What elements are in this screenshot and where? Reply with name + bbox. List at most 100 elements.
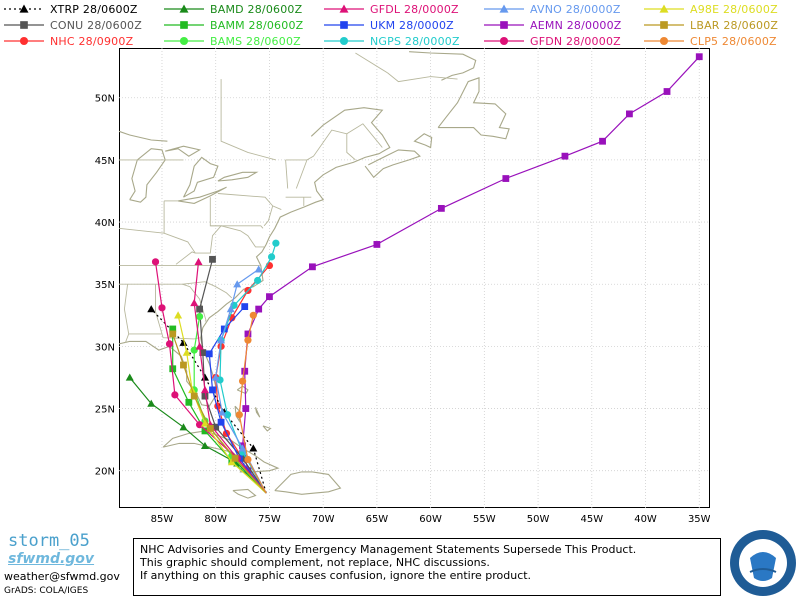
legend-item-conu: CONU 28/0600Z	[2, 18, 142, 32]
legend-item-clp5: CLP5 28/0600Z	[642, 34, 777, 48]
legend-swatch-icon	[164, 21, 204, 29]
legend-marker-icon	[19, 36, 29, 46]
track-point	[199, 349, 207, 356]
state-border	[355, 52, 388, 74]
legend-marker-icon	[20, 21, 28, 29]
legend-label: NHC 28/0900Z	[50, 34, 134, 48]
legend-swatch-icon	[4, 4, 44, 13]
track-point	[200, 419, 209, 427]
legend-marker-icon	[19, 4, 29, 13]
lon-tick-label: 65W	[366, 514, 389, 524]
legend-item-bams: BAMS 28/0600Z	[162, 34, 301, 48]
legend-item-avno: AVNO 28/0000Z	[482, 2, 621, 16]
coastline	[165, 145, 202, 157]
track-point	[238, 377, 247, 385]
state-border	[220, 128, 277, 161]
track-point	[179, 423, 188, 431]
legend-marker-icon	[339, 36, 349, 46]
coastline	[217, 171, 259, 182]
track-line	[193, 316, 267, 494]
track-aemn	[239, 53, 703, 494]
legend-label: GFDL 28/0000Z	[370, 2, 459, 16]
track-point	[502, 175, 510, 182]
state-border	[346, 123, 383, 148]
legend-item-bamm: BAMM 28/0600Z	[162, 18, 303, 32]
lon-tick-label: 85W	[151, 514, 174, 524]
coastline	[437, 77, 510, 140]
track-point	[249, 444, 258, 452]
legend-item-ukm: UKM 28/0000Z	[322, 18, 454, 32]
coastline	[129, 148, 166, 203]
legend-swatch-icon	[484, 21, 524, 29]
track-point	[244, 455, 252, 464]
sfwmd-seal-icon	[730, 530, 796, 596]
track-point	[200, 373, 209, 381]
legend-label: CLP5 28/0600Z	[690, 34, 777, 48]
legend-label: NGPS 28/0000Z	[370, 34, 460, 48]
lon-tick-label: 35W	[688, 514, 710, 524]
sfwmd-logo: sfwmd.gov	[8, 551, 95, 567]
legend-item-xtrp: XTRP 28/0600Z	[2, 2, 138, 16]
track-point	[267, 253, 276, 261]
coastline	[413, 133, 433, 149]
coastline	[409, 51, 477, 81]
track-point	[180, 361, 187, 369]
disclaimer-line-1: NHC Advisories and County Emergency Mana…	[140, 543, 637, 556]
legend-marker-icon	[340, 21, 348, 29]
legend-swatch-icon	[4, 36, 44, 46]
track-point	[254, 265, 263, 273]
track-point	[171, 391, 179, 399]
track-point	[272, 239, 280, 247]
legend-marker-icon	[500, 21, 508, 29]
track-point	[169, 325, 177, 333]
track-point	[241, 367, 249, 375]
lon-tick-label: 70W	[312, 514, 335, 524]
track-point	[190, 298, 199, 307]
lat-tick-label: 35N	[95, 280, 115, 291]
state-border	[217, 193, 282, 211]
legend-label: BAMD 28/0600Z	[210, 2, 303, 16]
legend-label: CONU 28/0600Z	[50, 18, 142, 32]
track-point	[195, 342, 204, 350]
track-point	[196, 305, 203, 313]
legend-label: BAMM 28/0600Z	[210, 18, 304, 32]
state-border	[175, 251, 196, 265]
track-point	[249, 311, 257, 319]
legend-swatch-icon	[644, 4, 684, 13]
grads-credit: GrADS: COLA/IGES	[4, 586, 89, 596]
coastline	[274, 471, 342, 495]
contact-email[interactable]: weather@sfwmd.gov	[4, 570, 120, 583]
state-border	[182, 283, 207, 322]
lat-tick-label: 25N	[95, 405, 115, 416]
legend-item-lbar: LBAR 28/0600Z	[642, 18, 778, 32]
coastline	[364, 149, 421, 179]
track-point	[209, 386, 216, 394]
legend-swatch-icon	[324, 21, 364, 29]
legend-item-nhc: NHC 28/0900Z	[2, 34, 133, 48]
track-point	[223, 411, 232, 419]
legend-swatch-icon	[644, 21, 684, 29]
track-point	[626, 110, 633, 118]
legend-marker-icon	[179, 36, 189, 46]
state-border	[155, 284, 163, 335]
coastline	[236, 385, 249, 395]
legend-item-gfdl: GFDL 28/0000Z	[322, 2, 459, 16]
track-point	[212, 423, 220, 431]
state-border	[210, 225, 264, 229]
legend-swatch-icon	[164, 4, 204, 13]
track-point	[190, 392, 198, 400]
track-point	[244, 330, 252, 338]
coastline	[178, 186, 227, 204]
lon-tick-label: 45W	[580, 514, 603, 524]
track-point	[241, 303, 249, 310]
state-border	[285, 159, 289, 189]
legend-item-bamd: BAMD 28/0600Z	[162, 2, 302, 16]
disclaimer-box: NHC Advisories and County Emergency Mana…	[133, 538, 721, 596]
lat-tick-label: 45N	[95, 156, 115, 167]
track-point	[226, 305, 235, 313]
lat-tick-label: 40N	[95, 218, 115, 229]
legend-label: XTRP 28/0600Z	[50, 2, 138, 16]
lat-tick-label: 20N	[95, 467, 115, 478]
track-point	[235, 411, 243, 419]
model-legend: XTRP 28/0600Z CONU 28/0600Z NHC 28/0900Z BA…	[0, 0, 800, 48]
